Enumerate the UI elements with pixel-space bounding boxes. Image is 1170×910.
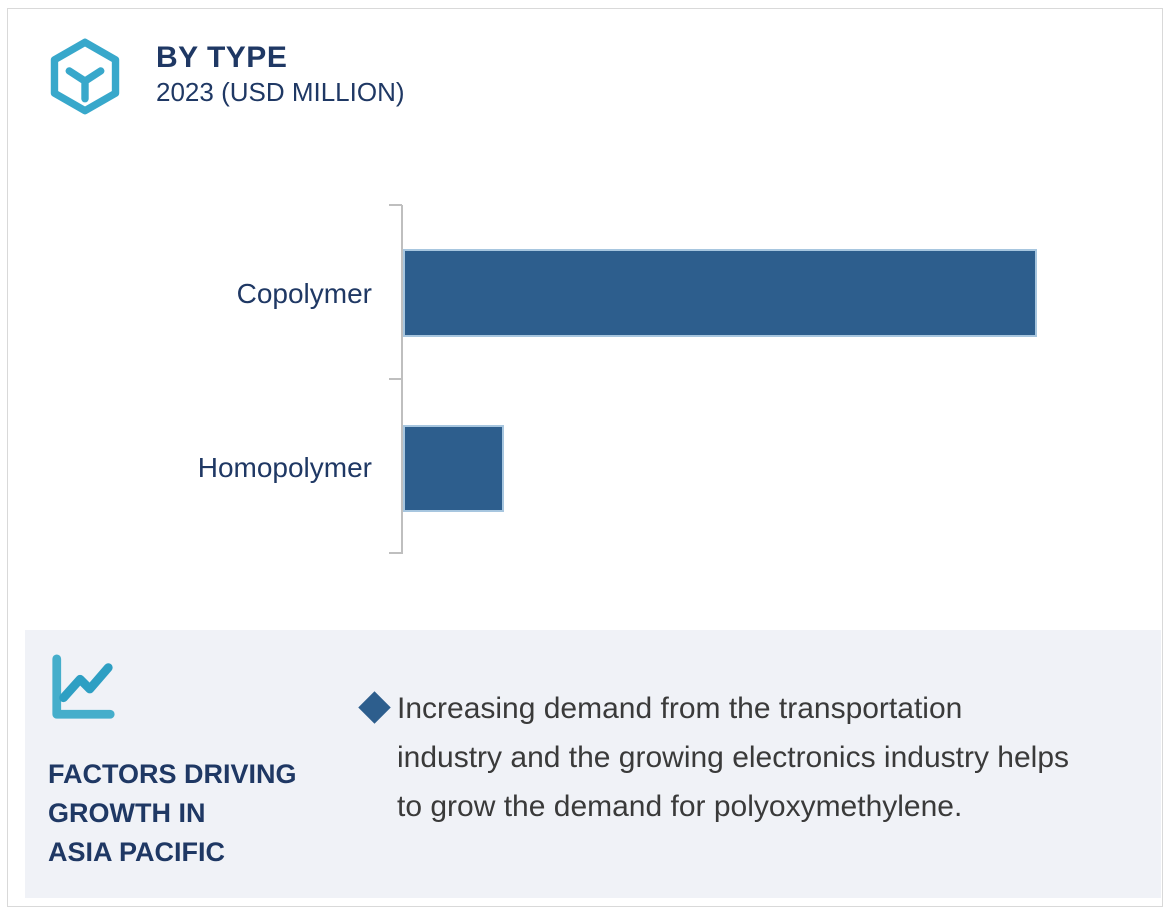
factors-title-line: FACTORS DRIVING [48, 759, 297, 789]
axis-tick [389, 204, 402, 206]
bullet-text-line: industry and the growing electronics ind… [397, 741, 1070, 774]
axis-tick [389, 552, 402, 554]
axis-tick [389, 378, 402, 380]
page-title: BY TYPE [156, 41, 288, 74]
factors-title: FACTORS DRIVING GROWTH IN ASIA PACIFIC [48, 755, 297, 872]
bullet-text-line: to grow the demand for polyoxymethylene. [397, 790, 963, 823]
category-label-copolymer: Copolymer [236, 278, 372, 309]
bar-homopolymer [403, 425, 504, 512]
bar-copolymer [403, 249, 1037, 337]
slide-border-frame [7, 8, 1163, 907]
page-subtitle: 2023 (USD MILLION) [156, 77, 405, 107]
line-chart-icon [52, 654, 115, 719]
value-axis-line [401, 205, 403, 554]
factors-panel [25, 630, 1161, 898]
factors-title-line: GROWTH IN [48, 798, 206, 828]
factors-bullet-text: Increasing demand from the transportatio… [397, 684, 1145, 831]
factors-title-line: ASIA PACIFIC [48, 837, 226, 867]
hexagon-y-icon [50, 38, 120, 115]
bullet-text-line: Increasing demand from the transportatio… [397, 692, 963, 725]
category-label-homopolymer: Homopolymer [197, 452, 372, 483]
